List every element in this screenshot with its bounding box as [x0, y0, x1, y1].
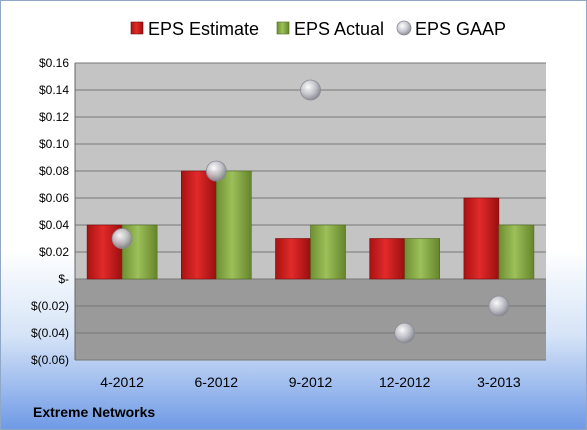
y-tick-label: $(0.06) — [31, 353, 69, 367]
bars — [86, 170, 535, 280]
legend: EPS Estimate EPS Actual EPS GAAP — [130, 19, 506, 39]
y-tick-label: $- — [58, 272, 69, 286]
y-tick-label: $(0.02) — [31, 299, 69, 313]
y-tick-label: $0.02 — [39, 245, 69, 259]
marker-eps-gaap — [394, 322, 416, 344]
legend-swatch-eps-gaap — [396, 20, 412, 36]
marker-eps-gaap — [300, 79, 321, 101]
gaap-markers — [111, 79, 510, 344]
marker-eps-gaap — [488, 295, 510, 317]
y-tick-label: $0.10 — [39, 137, 69, 151]
marker-eps-gaap — [111, 228, 133, 249]
bar-eps-estimate — [463, 197, 500, 280]
x-tick-label: 6-2012 — [195, 374, 239, 390]
legend-label: EPS GAAP — [415, 19, 506, 39]
bar-eps-estimate — [181, 170, 217, 280]
bar-eps-actual — [498, 224, 535, 280]
marker-eps-gaap — [205, 160, 227, 182]
legend-label: EPS Estimate — [148, 19, 259, 39]
bar-eps-actual — [216, 170, 252, 280]
y-tick-label: $0.12 — [39, 110, 69, 124]
x-tick-label: 9-2012 — [289, 374, 333, 390]
legend-swatch-eps-actual — [276, 21, 290, 35]
y-tick-label: $0.04 — [39, 218, 69, 232]
company-name: Extreme Networks — [33, 404, 155, 420]
y-tick-label: $0.08 — [39, 164, 69, 178]
y-tick-label: $0.16 — [39, 56, 69, 70]
x-axis-ticks: 4-2012 6-2012 9-2012 12-2012 3-2013 — [100, 374, 521, 390]
legend-label: EPS Actual — [294, 19, 384, 39]
y-tick-label: $0.06 — [39, 191, 69, 205]
y-axis-ticks: $0.16 $0.14 $0.12 $0.10 $0.08 $0.06 $0.04 $0.02… — [31, 56, 69, 367]
x-tick-label: 4-2012 — [100, 374, 144, 390]
bar-eps-actual — [310, 224, 346, 280]
plot-area-negative — [75, 279, 546, 360]
y-tick-label: $0.14 — [39, 83, 69, 97]
x-tick-label: 12-2012 — [379, 374, 431, 390]
legend-swatch-eps-estimate — [130, 21, 144, 35]
bar-eps-estimate — [369, 238, 406, 280]
bar-eps-estimate — [275, 238, 311, 280]
bar-eps-actual — [404, 238, 441, 280]
y-tick-label: $(0.04) — [31, 326, 69, 340]
x-tick-label: 3-2013 — [477, 374, 521, 390]
